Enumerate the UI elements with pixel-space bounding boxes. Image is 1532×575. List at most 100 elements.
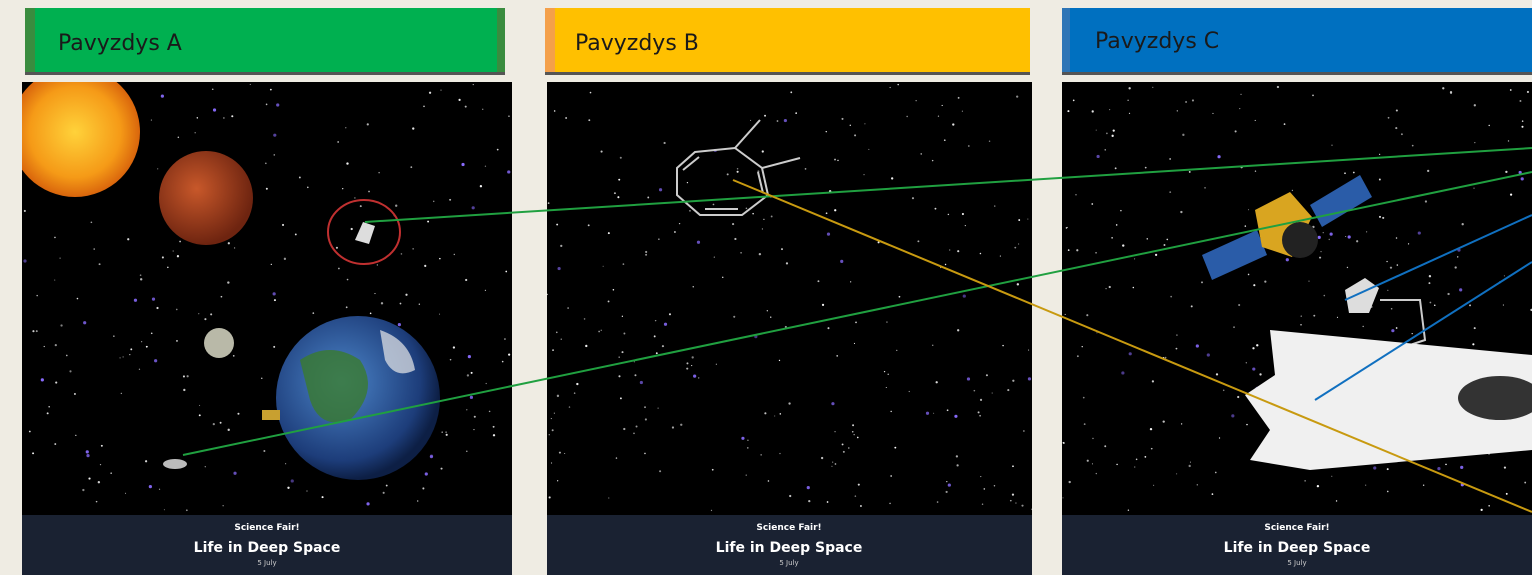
star [588, 224, 590, 226]
star [841, 118, 843, 120]
star [113, 335, 114, 336]
star [273, 346, 275, 348]
star [831, 466, 832, 467]
star [965, 225, 966, 226]
star [1120, 210, 1122, 212]
star [346, 162, 348, 164]
star [1348, 235, 1351, 238]
star [400, 303, 402, 305]
star [608, 497, 609, 498]
star [716, 364, 717, 365]
star [935, 208, 937, 210]
star [557, 480, 558, 481]
star [958, 97, 960, 99]
star [1356, 240, 1358, 242]
star [342, 188, 343, 189]
star [429, 92, 431, 94]
star [942, 105, 943, 106]
star [199, 405, 200, 406]
star [119, 357, 120, 358]
star [1127, 100, 1128, 101]
star [55, 344, 57, 346]
star [890, 411, 891, 412]
star [834, 431, 835, 432]
star [221, 296, 223, 298]
star [164, 509, 165, 510]
panel-title: Pavyzdys A [58, 31, 182, 56]
star [762, 150, 764, 152]
star [471, 372, 473, 374]
star [1418, 231, 1421, 234]
star [588, 119, 590, 121]
star [554, 110, 556, 112]
star [1388, 117, 1390, 119]
star [974, 390, 976, 392]
star [263, 450, 265, 452]
star [1136, 459, 1138, 461]
star [659, 470, 661, 472]
star [1308, 281, 1309, 282]
star [1301, 316, 1302, 317]
star [291, 479, 294, 482]
star [1150, 428, 1152, 430]
star [152, 298, 155, 301]
star [963, 294, 966, 297]
star [640, 381, 643, 384]
star [502, 361, 504, 363]
star [250, 84, 251, 85]
star [693, 286, 694, 287]
star [312, 312, 314, 314]
star [623, 428, 625, 430]
star [1092, 438, 1093, 439]
panel-title: Pavyzdys B [575, 31, 699, 56]
star [154, 359, 157, 362]
star [790, 91, 792, 93]
star [771, 216, 773, 218]
star [424, 265, 426, 267]
star [1134, 258, 1135, 259]
star [213, 108, 216, 111]
star [1145, 167, 1147, 169]
star [894, 447, 896, 449]
star [1165, 357, 1167, 359]
star [956, 455, 958, 457]
star [1016, 96, 1018, 98]
star [1286, 258, 1289, 261]
star [1373, 466, 1376, 469]
star [1216, 373, 1218, 375]
star [1344, 172, 1346, 174]
star [1330, 233, 1333, 236]
star [1347, 267, 1348, 268]
star [367, 123, 369, 125]
star [228, 242, 230, 244]
star [1207, 353, 1210, 356]
star [937, 501, 939, 503]
star [1068, 249, 1070, 251]
star [774, 415, 775, 416]
star [645, 254, 647, 256]
star [1427, 170, 1429, 172]
star [1277, 86, 1279, 88]
star [461, 163, 464, 166]
star [933, 413, 934, 414]
star [1095, 252, 1096, 253]
star [669, 313, 671, 315]
star [1437, 467, 1440, 470]
star [734, 238, 736, 240]
star [69, 370, 71, 372]
star [1097, 155, 1100, 158]
star [273, 134, 276, 137]
star [747, 439, 749, 441]
star [1164, 244, 1166, 246]
star [1129, 113, 1130, 114]
star [896, 350, 897, 351]
star [1474, 142, 1475, 143]
star [266, 104, 268, 106]
star [1425, 200, 1427, 202]
star [284, 258, 286, 260]
star [552, 429, 554, 431]
star [83, 321, 86, 324]
poster-heading: Science Fair! [1264, 523, 1329, 533]
star [1065, 314, 1066, 315]
star [195, 132, 196, 133]
